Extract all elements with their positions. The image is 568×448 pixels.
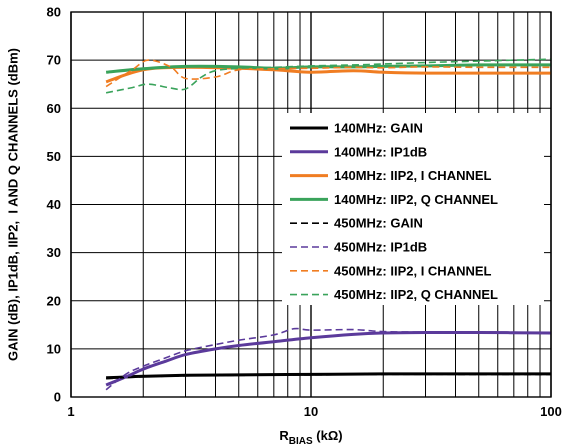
x-axis-label-unit: (kΩ) — [313, 428, 343, 443]
plot-frame — [70, 11, 552, 398]
legend-item-label: 450MHz: GAIN — [334, 216, 423, 231]
x-tick-label: 10 — [304, 404, 318, 419]
tick-labels: 0 10 20 30 40 50 60 70 80 1 10 100 — [47, 5, 562, 420]
y-tick-label: 40 — [47, 197, 61, 212]
legend-item-label: 140MHz: IIP2, I CHANNEL — [334, 168, 492, 183]
legend-item-label: 450MHz: IIP2, I CHANNEL — [334, 263, 492, 278]
series-line-450mhz-ip1db — [105, 327, 552, 391]
legend-item-label: 450MHz: IP1dB — [334, 240, 427, 255]
y-tick-label: 10 — [47, 341, 61, 356]
x-axis-label-subscript: BIAS — [289, 436, 313, 447]
series-line-450mhz-iip2-q-channel — [105, 58, 552, 94]
y-tick-label: 70 — [47, 53, 61, 68]
series-line-140mhz-ip1db — [105, 330, 552, 387]
series-layer — [105, 58, 552, 391]
y-tick-label: 0 — [54, 390, 61, 405]
legend-item-label: 450MHz: IIP2, Q CHANNEL — [334, 287, 498, 302]
x-tick-label: 100 — [540, 404, 562, 419]
y-tick-label: 50 — [47, 149, 61, 164]
y-tick-label: 30 — [47, 245, 61, 260]
y-tick-label: 80 — [47, 5, 61, 20]
series-line-450mhz-iip2-i-channel — [105, 59, 552, 88]
legend-item-label: 140MHz: IP1dB — [334, 144, 427, 159]
x-tick-label: 1 — [67, 404, 74, 419]
legend-item-label: 140MHz: IIP2, Q CHANNEL — [334, 192, 498, 207]
y-tick-label: 20 — [47, 293, 61, 308]
x-axis-label-main: R — [279, 428, 289, 443]
series-line-140mhz-iip2-i-channel — [105, 65, 551, 84]
x-axis-label: RBIAS (kΩ) — [279, 428, 342, 447]
y-axis-label: GAIN (dB), IP1dB, IIP2, I AND Q CHANNELS… — [5, 48, 20, 361]
y-tick-label: 60 — [47, 101, 61, 116]
legend-box — [282, 113, 544, 305]
legend: 140MHz: GAIN 140MHz: IP1dB 140MHz: IIP2, I… — [282, 113, 544, 305]
series-line-140mhz-iip2-q-channel — [105, 63, 552, 74]
series-line-450mhz-gain — [106, 373, 551, 380]
legend-item-label: 140MHz: GAIN — [334, 121, 423, 136]
